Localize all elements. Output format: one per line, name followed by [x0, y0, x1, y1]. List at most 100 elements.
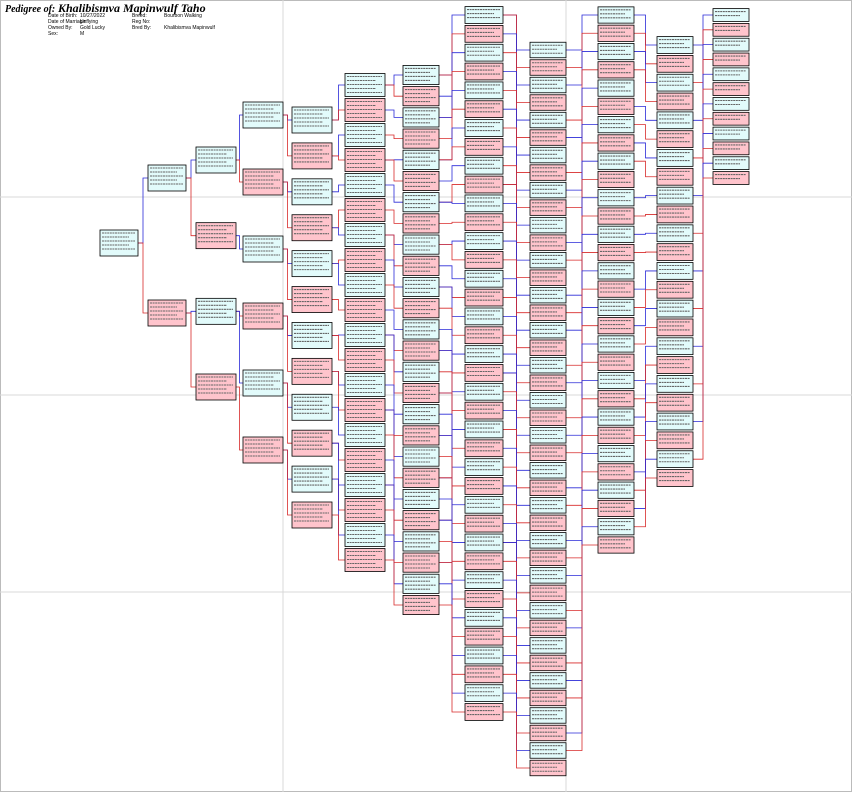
dam-link — [283, 114, 292, 157]
box-frame — [597, 152, 635, 170]
title-name: Khalibismva Mapinwulf Taho — [57, 1, 206, 15]
pedigree-box — [402, 552, 440, 573]
pedigree-box — [291, 214, 333, 242]
dam-link — [283, 248, 292, 300]
dam-link — [439, 604, 465, 713]
pedigree-box — [529, 444, 567, 461]
dam-link — [566, 32, 598, 68]
pedigree-box — [529, 234, 567, 251]
box-frame — [464, 326, 504, 345]
box-frame — [597, 170, 635, 189]
pedigree-box — [344, 323, 386, 347]
pedigree-box — [712, 171, 750, 185]
pedigree-box — [195, 297, 237, 325]
box-frame — [291, 465, 333, 493]
box-frame — [529, 251, 567, 269]
pedigree-box — [656, 299, 694, 318]
box-frame — [291, 286, 333, 313]
field-label: Reg No: — [132, 19, 150, 25]
pedigree-box — [291, 429, 333, 457]
pedigree-box — [291, 357, 333, 385]
pedigree-box — [402, 531, 440, 552]
pedigree-box — [402, 255, 440, 276]
pedigree-box — [242, 235, 284, 263]
box-frame — [464, 213, 504, 232]
box-frame — [195, 146, 237, 174]
dam-link — [385, 434, 403, 479]
box-frame — [529, 602, 567, 619]
pedigree-box — [402, 107, 440, 128]
box-frame — [529, 357, 567, 374]
box-frame — [291, 142, 333, 170]
pedigree-box — [344, 273, 386, 297]
pedigree-box — [597, 371, 635, 390]
pedigree-box — [344, 373, 386, 397]
box-frame — [402, 276, 440, 297]
dam-link — [138, 242, 148, 314]
pedigree-box — [402, 170, 440, 191]
box-frame — [529, 269, 567, 286]
box-frame — [464, 62, 504, 81]
box-frame — [529, 444, 567, 461]
box-frame — [402, 255, 440, 276]
sire-link — [236, 235, 243, 250]
pedigree-box — [712, 126, 750, 141]
box-frame — [344, 448, 386, 472]
pedigree-box — [656, 205, 694, 224]
pedigree-box — [529, 742, 567, 759]
pedigree-box — [529, 724, 567, 742]
pedigree-box — [712, 37, 750, 52]
pedigree-box — [529, 479, 567, 496]
dam-link — [236, 386, 243, 451]
pedigree-box — [712, 8, 750, 22]
box-frame — [656, 92, 694, 111]
box-frame — [464, 119, 504, 137]
box-frame — [464, 514, 504, 533]
sire-link — [566, 51, 598, 86]
pedigree-box — [656, 73, 694, 92]
sire-link — [634, 105, 657, 121]
box-frame — [464, 43, 504, 62]
dam-link — [634, 32, 657, 65]
sire-link — [439, 89, 465, 118]
box-frame — [712, 37, 750, 52]
pedigree-box — [529, 462, 567, 479]
pedigree-box — [529, 287, 567, 304]
pedigree-box — [529, 216, 567, 234]
dam-link — [385, 209, 403, 224]
box-frame — [464, 175, 504, 194]
dam-link — [332, 514, 345, 561]
box-frame — [656, 299, 694, 318]
pedigree-box — [597, 445, 635, 463]
connections — [138, 14, 713, 769]
box-frame — [99, 229, 139, 257]
box-frame — [402, 86, 440, 107]
pedigree-box — [656, 393, 694, 412]
dam-link — [332, 335, 345, 361]
pedigree-box — [529, 94, 567, 111]
sire-link — [634, 51, 657, 84]
pedigree-box — [464, 514, 504, 533]
box-frame — [464, 364, 504, 382]
pedigree-box — [147, 299, 187, 327]
pedigree-box — [656, 469, 694, 487]
sire-link — [332, 406, 345, 436]
pedigree-box — [402, 234, 440, 255]
box-frame — [344, 548, 386, 572]
pedigree-box — [242, 369, 284, 397]
box-frame — [344, 123, 386, 147]
dam-link — [439, 146, 465, 161]
box-frame — [291, 429, 333, 457]
field-label: Breed: — [132, 13, 147, 19]
pedigree-box — [656, 36, 694, 54]
sire-link — [385, 384, 403, 415]
pedigree-box — [464, 458, 504, 476]
box-frame — [656, 337, 694, 356]
pedigree-box — [402, 298, 440, 319]
box-frame — [529, 497, 567, 514]
sire-link — [634, 195, 657, 199]
pedigree-box — [656, 375, 694, 393]
box-frame — [656, 36, 694, 54]
pedigree-box — [344, 73, 386, 97]
box-frame — [529, 94, 567, 111]
